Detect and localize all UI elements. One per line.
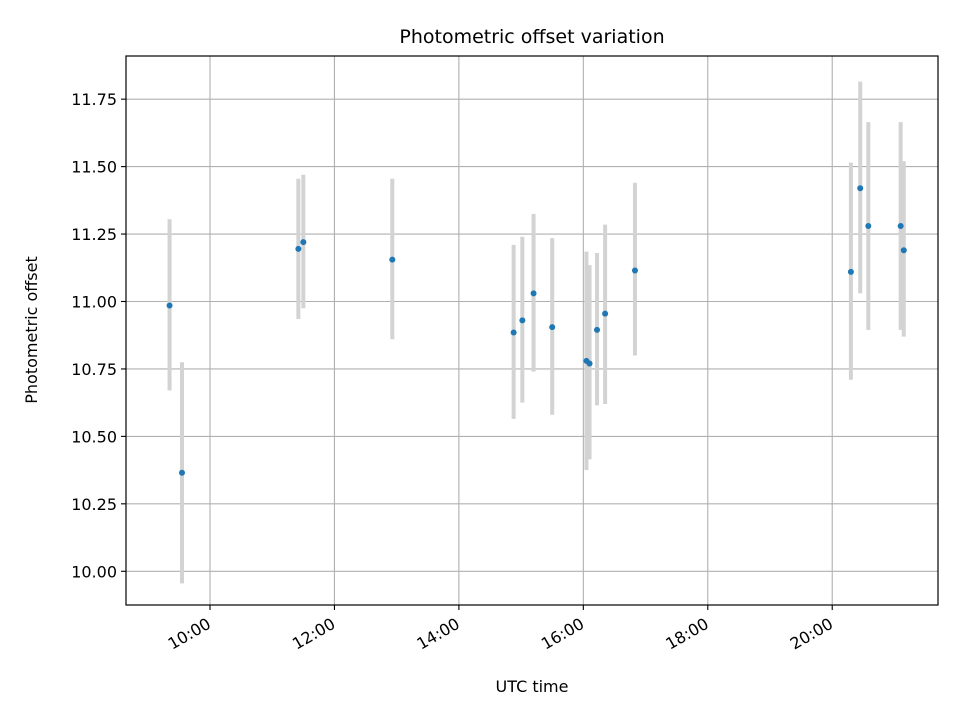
data-point (530, 290, 537, 297)
y-tick-label: 11.75 (71, 90, 117, 109)
x-tick-label: 18:00 (662, 614, 711, 654)
error-bars (167, 81, 906, 584)
y-tick-label: 10.25 (71, 495, 117, 514)
y-tick-label: 10.50 (71, 427, 117, 446)
x-axis-title: UTC time (496, 677, 569, 696)
y-axis-title: Photometric offset (22, 256, 41, 404)
x-tick-label: 20:00 (787, 614, 836, 654)
data-point (857, 185, 864, 192)
y-tick-label: 10.00 (71, 562, 117, 581)
y-tick-label: 10.75 (71, 360, 117, 379)
data-point (897, 222, 904, 229)
plot-frame (125, 55, 939, 606)
data-point (900, 247, 907, 254)
data-point (594, 326, 601, 333)
y-tick-label: 11.50 (71, 158, 117, 177)
data-point (847, 268, 854, 275)
x-tick-label: 16:00 (538, 614, 587, 654)
data-point (389, 256, 396, 263)
grid (126, 56, 938, 605)
data-point (166, 302, 173, 309)
x-tick-label: 14:00 (413, 614, 462, 654)
x-tick-label: 12:00 (289, 614, 338, 654)
data-point (300, 239, 307, 246)
data-point (602, 310, 609, 317)
data-point (586, 360, 593, 367)
x-axis-ticks: 10:00 12:00 14:00 16:00 18:00 20:00 (165, 605, 836, 654)
chart-title: Photometric offset variation (399, 26, 664, 48)
data-points (166, 185, 907, 476)
data-point (295, 245, 302, 252)
data-point (510, 329, 517, 336)
data-point (631, 267, 638, 274)
y-tick-label: 11.25 (71, 225, 117, 244)
data-point (865, 222, 872, 229)
data-point (549, 324, 556, 331)
y-tick-label: 11.00 (71, 292, 117, 311)
x-tick-label: 10:00 (165, 614, 214, 654)
y-axis-ticks: 10.00 10.25 10.50 10.75 11.00 11.25 11.50 11.75 (71, 90, 126, 581)
data-point (179, 469, 185, 476)
data-point (519, 317, 526, 324)
